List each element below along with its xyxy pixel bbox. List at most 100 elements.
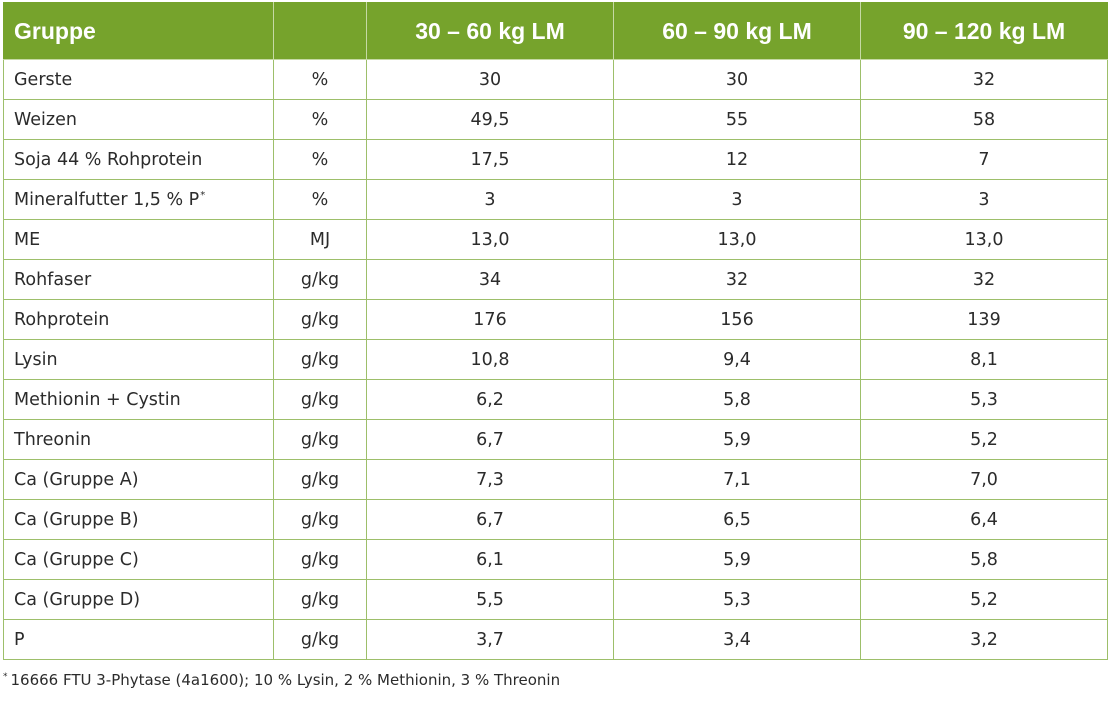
header-col-1: 30 – 60 kg LM [366, 2, 614, 60]
row-label: Ca (Gruppe D) [3, 579, 274, 620]
row-unit: % [273, 59, 367, 100]
table-row: Gerste% 30 30 32 [3, 59, 1108, 100]
row-value: 32 [860, 259, 1108, 300]
row-value: 3 [613, 179, 861, 220]
row-label: Threonin [3, 419, 274, 460]
row-value: 12 [613, 139, 861, 180]
row-unit: g/kg [273, 619, 367, 660]
header-col-3: 90 – 120 kg LM [860, 2, 1108, 60]
row-unit: g/kg [273, 539, 367, 580]
table-row: Rohprotein g/kg 176 156 139 [3, 299, 1108, 340]
table-row: Lysin g/kg 10,8 9,4 8,1 [3, 339, 1108, 380]
row-label: Rohprotein [3, 299, 274, 340]
row-value: 7,0 [860, 459, 1108, 500]
row-value: 32 [860, 59, 1108, 100]
row-value: 5,2 [860, 579, 1108, 620]
footnote: * 16666 FTU 3-Phytase (4a1600); 10 % Lysi… [3, 671, 560, 689]
row-value: 13,0 [366, 219, 614, 260]
row-value: 6,5 [613, 499, 861, 540]
row-value: 7 [860, 139, 1108, 180]
table-row: Rohfaser g/kg 34 32 32 [3, 259, 1108, 300]
table-row: Weizen% 49,5 55 58 [3, 99, 1108, 140]
table-row: Ca (Gruppe B) g/kg 6,7 6,5 6,4 [3, 499, 1108, 540]
row-value: 5,8 [613, 379, 861, 420]
row-value: 6,1 [366, 539, 614, 580]
row-unit: % [273, 179, 367, 220]
row-label: P [3, 619, 274, 660]
row-value: 32 [613, 259, 861, 300]
row-value: 176 [366, 299, 614, 340]
table-row: Ca (Gruppe A) g/kg 7,3 7,1 7,0 [3, 459, 1108, 500]
row-label-text: Weizen [14, 109, 77, 130]
row-value: 55 [613, 99, 861, 140]
row-label-text: P [14, 629, 25, 650]
row-unit: % [273, 139, 367, 180]
feed-composition-table: Gruppe 30 – 60 kg LM 60 – 90 kg LM 90 – … [3, 2, 1108, 660]
table-row: Mineralfutter 1,5 % P*% 3 3 3 [3, 179, 1108, 220]
row-value: 30 [613, 59, 861, 100]
row-value: 5,2 [860, 419, 1108, 460]
table-row: Ca (Gruppe D) g/kg 5,5 5,3 5,2 [3, 579, 1108, 620]
row-value: 6,7 [366, 419, 614, 460]
row-unit: MJ [273, 219, 367, 260]
row-value: 30 [366, 59, 614, 100]
row-label-text: Mineralfutter 1,5 % P [14, 189, 200, 210]
row-value: 5,3 [860, 379, 1108, 420]
row-label-text: Methionin + Cystin [14, 389, 181, 410]
row-unit: g/kg [273, 379, 367, 420]
row-unit: g/kg [273, 499, 367, 540]
table-row: Soja 44 % Rohprotein% 17,5 12 7 [3, 139, 1108, 180]
row-value: 3 [366, 179, 614, 220]
row-value: 3,2 [860, 619, 1108, 660]
row-unit: g/kg [273, 419, 367, 460]
row-label: Soja 44 % Rohprotein [3, 139, 274, 180]
row-unit: g/kg [273, 299, 367, 340]
row-value: 7,1 [613, 459, 861, 500]
row-label-text: Soja 44 % Rohprotein [14, 149, 203, 170]
row-unit: g/kg [273, 459, 367, 500]
row-label-text: Lysin [14, 349, 58, 370]
row-value: 34 [366, 259, 614, 300]
footnote-mark: * [3, 672, 8, 682]
row-value: 5,5 [366, 579, 614, 620]
table-row: Threonin g/kg 6,7 5,9 5,2 [3, 419, 1108, 460]
row-label-text: ME [14, 229, 41, 250]
footnote-ref-mark: * [200, 189, 206, 201]
row-unit: g/kg [273, 339, 367, 380]
row-unit: % [273, 99, 367, 140]
row-value: 13,0 [860, 219, 1108, 260]
row-value: 58 [860, 99, 1108, 140]
row-value: 6,7 [366, 499, 614, 540]
row-value: 3,7 [366, 619, 614, 660]
table-row: ME MJ 13,0 13,0 13,0 [3, 219, 1108, 260]
row-value: 6,4 [860, 499, 1108, 540]
row-label-text: Ca (Gruppe B) [14, 509, 139, 530]
footnote-text: 16666 FTU 3-Phytase (4a1600); 10 % Lysin… [10, 671, 561, 689]
row-label: Ca (Gruppe B) [3, 499, 274, 540]
row-value: 139 [860, 299, 1108, 340]
row-label-text: Threonin [14, 429, 92, 450]
row-label: Weizen [3, 99, 274, 140]
row-label-text: Ca (Gruppe D) [14, 589, 141, 610]
row-label: Mineralfutter 1,5 % P* [3, 179, 274, 220]
row-label: ME [3, 219, 274, 260]
row-value: 49,5 [366, 99, 614, 140]
row-label-text: Ca (Gruppe A) [14, 469, 139, 490]
row-label: Rohfaser [3, 259, 274, 300]
row-label: Gerste [3, 59, 274, 100]
row-value: 3,4 [613, 619, 861, 660]
row-value: 9,4 [613, 339, 861, 380]
header-group: Gruppe [3, 2, 274, 60]
table-row: Methionin + Cystin g/kg 6,2 5,8 5,3 [3, 379, 1108, 420]
row-label-text: Rohfaser [14, 269, 92, 290]
row-label-text: Rohprotein [14, 309, 110, 330]
table-row: Ca (Gruppe C) g/kg 6,1 5,9 5,8 [3, 539, 1108, 580]
row-value: 7,3 [366, 459, 614, 500]
row-unit: g/kg [273, 259, 367, 300]
row-label: Ca (Gruppe A) [3, 459, 274, 500]
row-value: 5,3 [613, 579, 861, 620]
row-value: 6,2 [366, 379, 614, 420]
row-value: 5,9 [613, 539, 861, 580]
table-header-row: Gruppe 30 – 60 kg LM 60 – 90 kg LM 90 – … [3, 2, 1108, 60]
